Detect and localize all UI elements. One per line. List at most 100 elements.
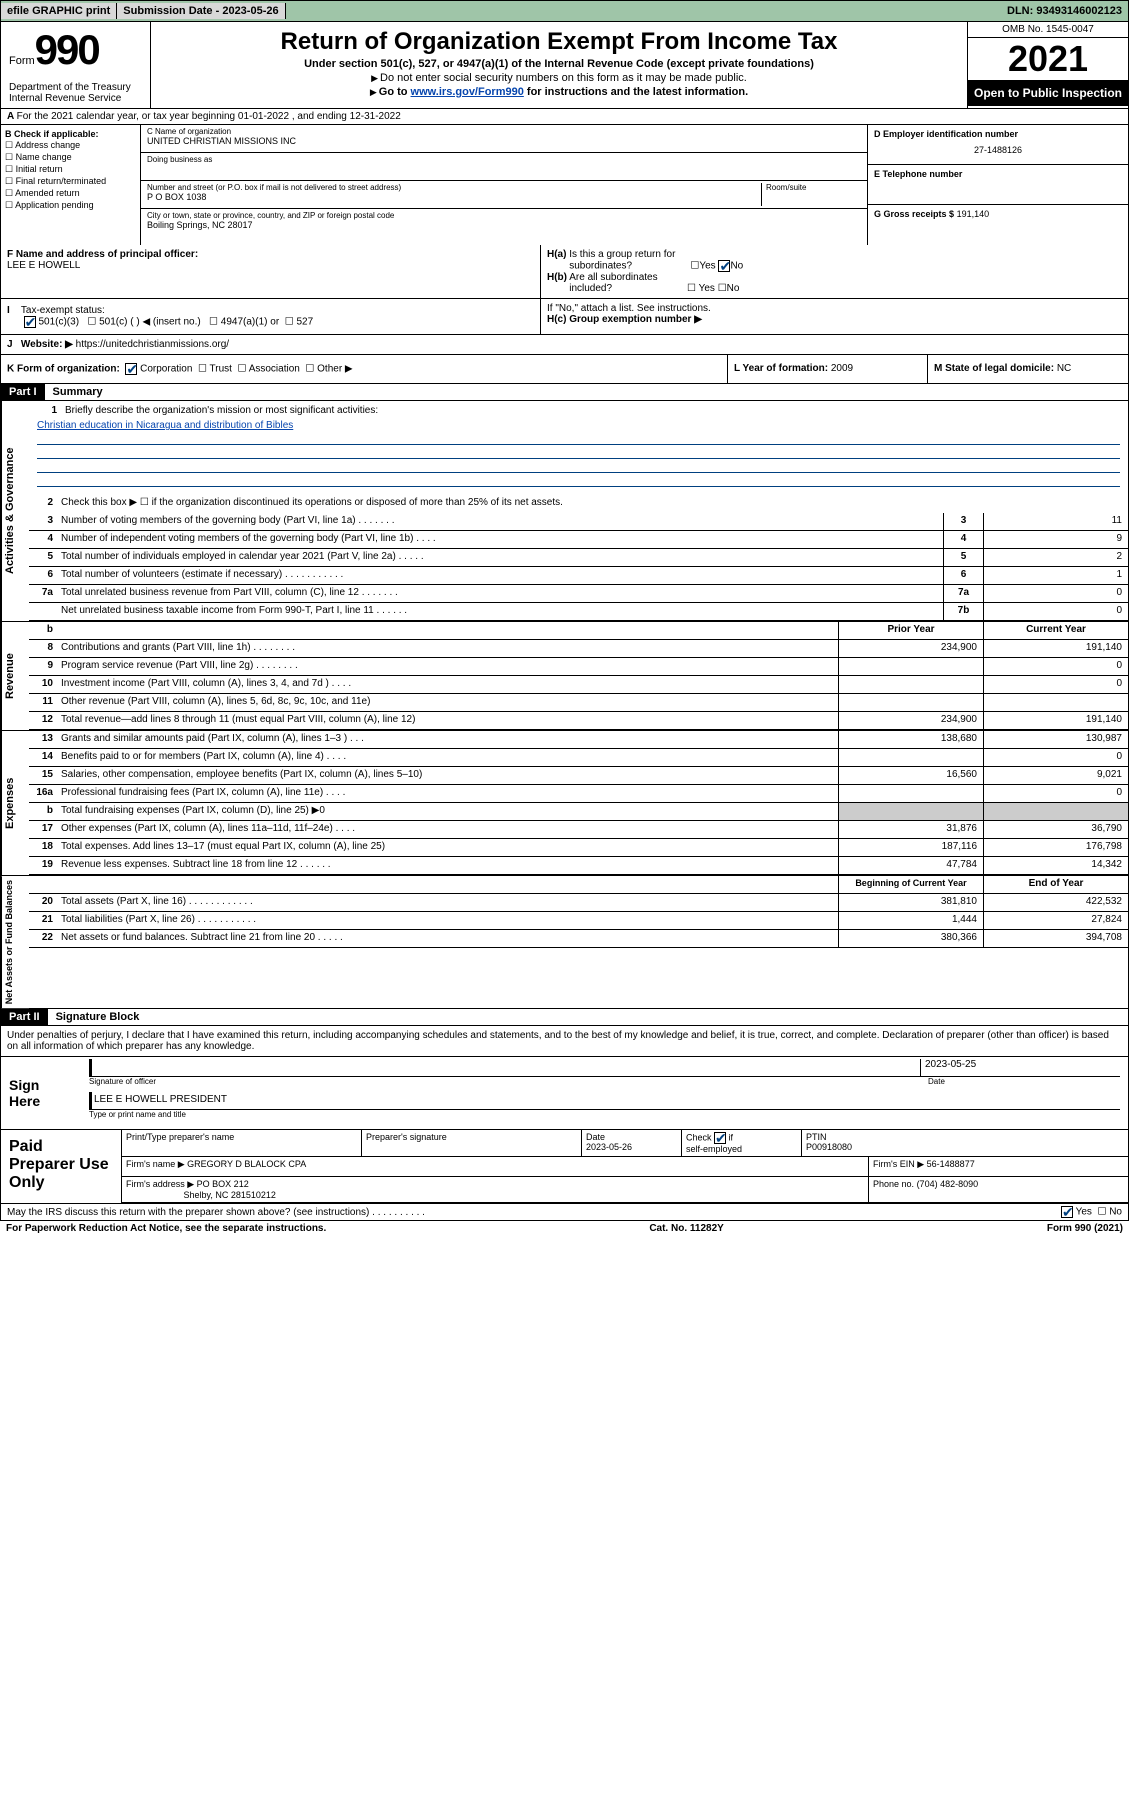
sig-name-label: Type or print name and title: [89, 1110, 1128, 1119]
table-row: 13Grants and similar amounts paid (Part …: [29, 731, 1128, 749]
opt-assoc: Association: [249, 364, 300, 375]
table-row: 5Total number of individuals employed in…: [29, 549, 1128, 567]
opt-527: 527: [296, 317, 313, 328]
section-a: A For the 2021 calendar year, or tax yea…: [0, 109, 1129, 125]
sig-date: 2023-05-25: [920, 1059, 1120, 1076]
submission-date-value: 2023-05-26: [222, 5, 278, 17]
footer: For Paperwork Reduction Act Notice, see …: [0, 1221, 1129, 1236]
hdr-prior: Prior Year: [838, 622, 983, 639]
officer-name: LEE E HOWELL: [7, 260, 80, 271]
opt-501c3: 501(c)(3): [38, 317, 79, 328]
opt-4947: 4947(a)(1) or: [221, 317, 279, 328]
form-org-label: K Form of organization:: [7, 364, 120, 375]
summary-revenue: Revenue bPrior YearCurrent Year 8Contrib…: [0, 621, 1129, 730]
footer-cat: Cat. No. 11282Y: [649, 1223, 723, 1234]
firm-name-cell: Firm's name ▶ GREGORY D BLALOCK CPA: [121, 1157, 868, 1177]
opt-initial-return[interactable]: ☐ Initial return: [5, 164, 136, 175]
side-revenue: Revenue: [1, 622, 29, 730]
table-row: 9Program service revenue (Part VIII, lin…: [29, 658, 1128, 676]
q1-label: Briefly describe the organization's miss…: [61, 403, 1124, 418]
dba-label: Doing business as: [147, 155, 861, 164]
omb-box: OMB No. 1545-0047 2021 Open to Public In…: [968, 22, 1128, 108]
sub-instruction-1: Do not enter social security numbers on …: [157, 72, 961, 84]
part2-title: Signature Block: [48, 1009, 148, 1025]
row-k-form-org: K Form of organization: Corporation ☐ Tr…: [0, 355, 1129, 384]
website-label: Website: ▶: [21, 339, 73, 350]
prep-hdr-name: Print/Type preparer's name: [121, 1130, 361, 1157]
firm-ein-cell: Firm's EIN ▶ 56-1488877: [868, 1157, 1128, 1177]
room-label: Room/suite: [766, 183, 861, 192]
irs-link[interactable]: www.irs.gov/Form990: [411, 86, 524, 98]
firm-phone-cell: Phone no. (704) 482-8090: [868, 1177, 1128, 1203]
table-row: 22Net assets or fund balances. Subtract …: [29, 930, 1128, 948]
part1-header: Part I Summary: [0, 384, 1129, 401]
ein-label: D Employer identification number: [874, 129, 1122, 139]
sig-officer-line[interactable]: 2023-05-25: [89, 1059, 1120, 1077]
preparer-table: Print/Type preparer's name Preparer's si…: [121, 1130, 1128, 1157]
discuss-no[interactable]: No: [1109, 1207, 1122, 1218]
table-row: 20Total assets (Part X, line 16) . . . .…: [29, 894, 1128, 912]
street-cell: Number and street (or P.O. box if mail i…: [141, 181, 867, 209]
sig-name-line: LEE E HOWELL PRESIDENT: [89, 1092, 1120, 1110]
opt-amended-return[interactable]: ☐ Amended return: [5, 188, 136, 199]
table-row: 12Total revenue—add lines 8 through 11 (…: [29, 712, 1128, 730]
prep-date-cell: Date2023-05-26: [581, 1130, 681, 1157]
ein-value: 27-1488126: [874, 145, 1122, 155]
year-formation-label: L Year of formation:: [734, 363, 828, 374]
table-row: 6Total number of volunteers (estimate if…: [29, 567, 1128, 585]
sign-here-label: Sign Here: [1, 1057, 81, 1129]
submission-date-label: Submission Date -: [123, 5, 219, 17]
chk-501c3[interactable]: [24, 316, 36, 328]
submission-date: Submission Date - 2023-05-26: [117, 3, 285, 19]
ein-cell: D Employer identification number 27-1488…: [868, 125, 1128, 165]
opt-final-return[interactable]: ☐ Final return/terminated: [5, 176, 136, 187]
omb-number: OMB No. 1545-0047: [968, 22, 1128, 38]
dln-value: 93493146002123: [1036, 5, 1122, 17]
domicile-label: M State of legal domicile:: [934, 363, 1054, 374]
summary-expenses: Expenses 13Grants and similar amounts pa…: [0, 730, 1129, 875]
paid-preparer-label: Paid Preparer Use Only: [1, 1130, 121, 1203]
table-row: 17Other expenses (Part IX, column (A), l…: [29, 821, 1128, 839]
subtitle: Under section 501(c), 527, or 4947(a)(1)…: [157, 58, 961, 70]
org-name-cell: C Name of organization UNITED CHRISTIAN …: [141, 125, 867, 153]
sig-date-label: Date: [928, 1077, 1128, 1086]
dln-label: DLN:: [1007, 5, 1033, 17]
dept-treasury: Department of the Treasury Internal Reve…: [9, 82, 142, 104]
col-b-checkboxes: B Check if applicable: ☐ Address change …: [1, 125, 141, 245]
opt-address-change[interactable]: ☐ Address change: [5, 140, 136, 151]
row-website: J Website: ▶ https://unitedchristianmiss…: [0, 335, 1129, 355]
side-expenses: Expenses: [1, 731, 29, 875]
tel-cell: E Telephone number: [868, 165, 1128, 205]
table-row: 7aTotal unrelated business revenue from …: [29, 585, 1128, 603]
website-value[interactable]: https://unitedchristianmissions.org/: [76, 339, 229, 350]
side-assets: Net Assets or Fund Balances: [1, 876, 29, 1008]
part2-header: Part II Signature Block: [0, 1009, 1129, 1026]
summary-governance: Activities & Governance 1Briefly describ…: [0, 401, 1129, 621]
form-number-box: Form990 Department of the Treasury Inter…: [1, 22, 151, 108]
opt-name-change[interactable]: ☐ Name change: [5, 152, 136, 163]
gross-label: G Gross receipts $: [874, 209, 954, 219]
table-row: 19Revenue less expenses. Subtract line 1…: [29, 857, 1128, 875]
efile-print-button[interactable]: efile GRAPHIC print: [1, 3, 117, 19]
table-row: bTotal fundraising expenses (Part IX, co…: [29, 803, 1128, 821]
chk-corporation[interactable]: [125, 363, 137, 375]
table-row: 3Number of voting members of the governi…: [29, 513, 1128, 531]
sig-name: LEE E HOWELL PRESIDENT: [92, 1092, 229, 1109]
table-row: 16aProfessional fundraising fees (Part I…: [29, 785, 1128, 803]
part2-label: Part II: [1, 1009, 48, 1025]
form-header: Form990 Department of the Treasury Inter…: [0, 22, 1129, 109]
top-bar: efile GRAPHIC print Submission Date - 20…: [0, 0, 1129, 22]
opt-application-pending[interactable]: ☐ Application pending: [5, 200, 136, 211]
city-value: Boiling Springs, NC 28017: [147, 220, 861, 230]
form-number: 990: [35, 26, 99, 73]
year-formation: 2009: [831, 363, 853, 374]
org-name: UNITED CHRISTIAN MISSIONS INC: [147, 136, 861, 146]
opt-corp: Corporation: [140, 364, 192, 375]
prep-self-emp: Check ifself-employed: [681, 1130, 801, 1157]
title-box: Return of Organization Exempt From Incom…: [151, 22, 968, 108]
table-row: 10Investment income (Part VIII, column (…: [29, 676, 1128, 694]
col-d-employer: D Employer identification number 27-1488…: [868, 125, 1128, 245]
discuss-yes[interactable]: [1061, 1206, 1073, 1218]
section-a-text: For the 2021 calendar year, or tax year …: [17, 111, 401, 122]
footer-pra: For Paperwork Reduction Act Notice, see …: [6, 1223, 326, 1234]
